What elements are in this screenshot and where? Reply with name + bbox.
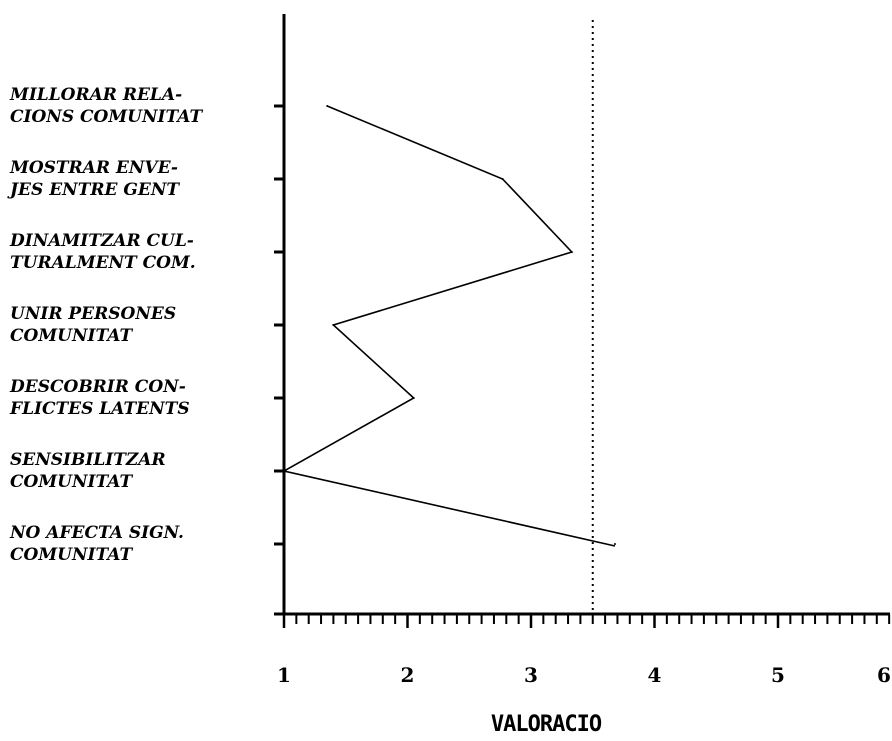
x-axis-tick-labels: 1 2 3 4 5 6	[277, 663, 891, 687]
y-category-label: DESCOBRIR CON-	[9, 377, 186, 397]
data-points	[283, 105, 616, 545]
y-category-label: COMUNITAT	[10, 472, 133, 492]
y-category-label: MOSTRAR ENVE-	[9, 158, 178, 178]
x-tick-label: 2	[401, 663, 415, 687]
data-point	[412, 397, 415, 399]
y-category-label: COMUNITAT	[10, 545, 133, 565]
series-line	[281, 105, 616, 547]
x-axis-title: VALORACIO	[491, 712, 602, 737]
y-category-label: COMUNITAT	[10, 326, 133, 346]
data-point	[613, 543, 616, 545]
data-point	[570, 251, 573, 253]
y-category-label: FLICTES LATENTS	[9, 399, 190, 419]
data-point	[332, 324, 335, 326]
y-axis-ticks	[274, 104, 284, 546]
y-axis-category-labels: MILLORAR RELA-CIONS COMUNITAT MOSTRAR ENV…	[7, 85, 203, 565]
data-point	[283, 470, 285, 472]
y-category-label: SENSIBILITZAR	[10, 450, 166, 470]
y-category-label: CIONS COMUNITAT	[10, 107, 203, 127]
y-category-label: JES ENTRE GENT	[7, 180, 180, 200]
x-tick-label: 4	[648, 663, 662, 687]
x-tick-label: 6	[877, 663, 891, 687]
axes	[274, 14, 890, 616]
y-category-label: TURALMENT COM.	[10, 253, 196, 273]
y-category-label: UNIR PERSONES	[10, 304, 176, 324]
y-category-label: NO AFECTA SIGN.	[9, 523, 184, 543]
y-category-label: DINAMITZAR CUL-	[9, 231, 194, 251]
y-category-label: MILLORAR RELA-	[9, 85, 182, 105]
x-tick-label: 5	[771, 663, 785, 687]
x-tick-label: 3	[524, 663, 538, 687]
data-point	[326, 105, 329, 107]
x-tick-label: 1	[277, 663, 291, 687]
data-point	[501, 178, 504, 180]
x-axis-ticks	[282, 614, 891, 628]
